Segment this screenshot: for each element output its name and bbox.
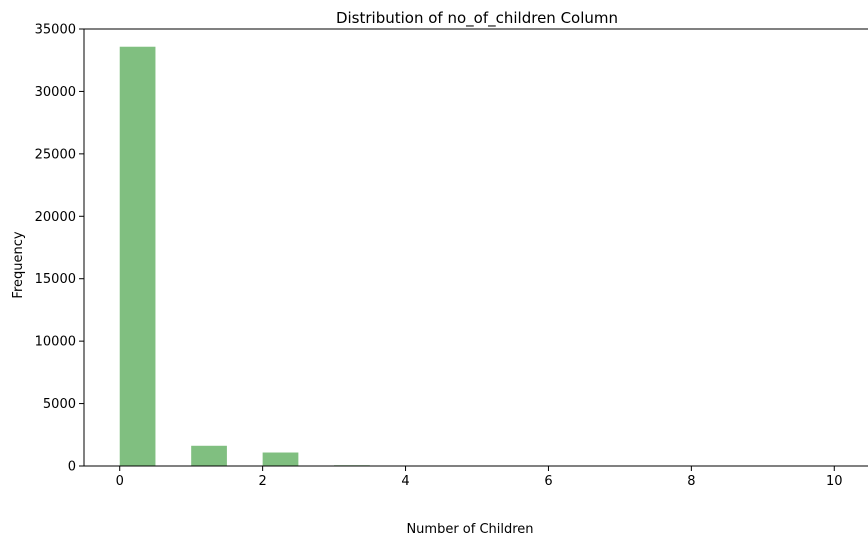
bars-group — [119, 46, 835, 467]
x-tick-label-0: 0 — [116, 474, 124, 489]
y-tick-label-4: 20000 — [35, 210, 76, 225]
x-axis-ticks: 0 2 4 6 8 10 — [116, 466, 843, 489]
y-tick-label-6: 30000 — [35, 85, 76, 100]
y-axis-label: Frequency — [11, 231, 26, 298]
y-tick-label-0: 0 — [68, 460, 76, 475]
y-tick-label-3: 15000 — [35, 272, 76, 287]
x-tick-label-1: 2 — [258, 474, 266, 489]
x-tick-label-2: 4 — [401, 474, 409, 489]
y-tick-label-5: 25000 — [35, 147, 76, 162]
chart-title: Distribution of no_of_children Column — [336, 9, 618, 28]
y-tick-label-7: 35000 — [35, 23, 76, 38]
y-axis-ticks: 0 5000 10000 15000 20000 25000 30000 35000 — [35, 23, 84, 475]
x-tick-label-5: 10 — [826, 474, 843, 489]
x-tick-label-3: 6 — [544, 474, 552, 489]
histogram-bar-0 — [119, 46, 156, 467]
histogram-bar-1 — [191, 445, 227, 466]
x-axis-label: Number of Children — [406, 522, 533, 537]
plot-frame — [83, 28, 868, 467]
histogram-bar-2 — [262, 452, 299, 466]
y-tick-label-2: 10000 — [35, 335, 76, 350]
y-tick-label-1: 5000 — [43, 397, 76, 412]
x-tick-label-4: 8 — [687, 474, 695, 489]
